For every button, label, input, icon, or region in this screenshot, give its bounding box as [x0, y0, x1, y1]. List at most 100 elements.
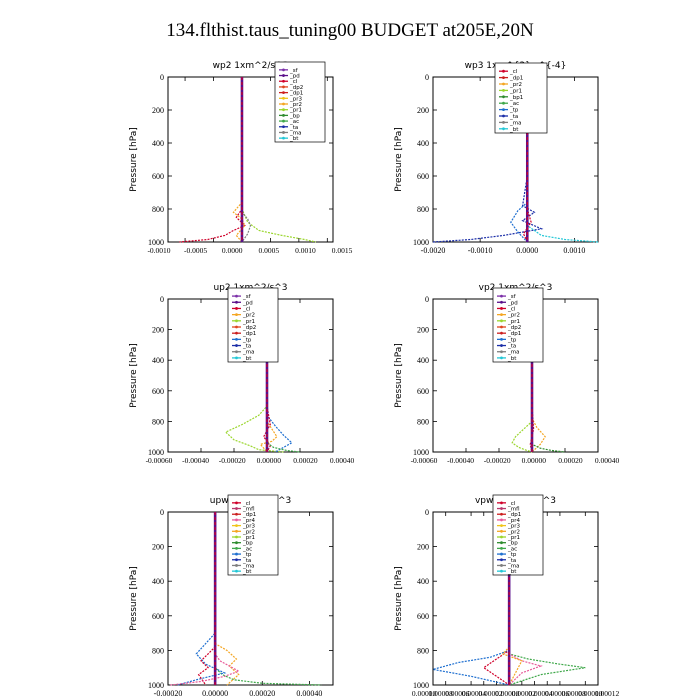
x-tick-label: 0.00002	[478, 689, 503, 698]
x-tick-label: 0.00008	[428, 689, 453, 698]
x-tick-label: 0.0010	[295, 246, 316, 255]
legend-marker	[502, 127, 505, 131]
legend-marker	[500, 529, 503, 533]
x-tick-label: 0.0015	[332, 246, 353, 255]
legend-label: _dp1	[242, 331, 256, 337]
legend-marker	[500, 300, 503, 304]
legend-label: _ta	[507, 558, 516, 564]
legend-label: _cl	[242, 306, 251, 312]
y-axis-label: Pressure [hPa]	[394, 127, 404, 192]
series-line	[170, 512, 241, 686]
y-axis-label: Pressure [hPa]	[394, 343, 404, 408]
legend-marker	[235, 325, 238, 329]
x-tick-label: 0.00020	[293, 456, 318, 465]
series-line	[511, 299, 533, 453]
legend-marker	[500, 535, 503, 539]
y-tick-label: 600	[152, 172, 164, 181]
legend-label: _dp1	[242, 512, 256, 518]
y-tick-label: 200	[152, 543, 164, 552]
legend-marker	[500, 507, 503, 510]
legend-marker	[235, 319, 238, 323]
legend-label: _bp	[289, 113, 300, 119]
x-tick-label: 0.0000	[516, 246, 538, 255]
legend-label: _ma	[509, 120, 521, 126]
legend-label: _ac	[509, 101, 519, 107]
legend-marker	[500, 512, 503, 516]
y-tick-label: 200	[152, 106, 164, 115]
legend-label: _ma	[242, 350, 254, 356]
legend-marker	[235, 331, 238, 335]
legend-marker	[282, 68, 285, 72]
x-tick-label: 0.00006	[445, 689, 470, 698]
legend-marker	[500, 524, 503, 528]
legend-label: _tp	[242, 337, 252, 343]
legend-label: _pr2	[507, 313, 520, 319]
x-tick-label: 0.00040	[296, 689, 322, 698]
legend-marker	[500, 337, 503, 341]
panel-title: wp2 1xm^2/s^3	[213, 61, 289, 71]
y-tick-label: 1000	[148, 681, 164, 690]
legend-label: _sf	[507, 294, 517, 300]
x-tick-label: 0.00010	[578, 689, 603, 698]
legend-marker	[235, 558, 238, 562]
legend-label: _pr2	[242, 529, 255, 535]
y-tick-label: 600	[417, 387, 429, 396]
legend-label: _dp2	[242, 325, 256, 331]
legend-label: _bt	[509, 127, 519, 133]
legend-marker	[282, 102, 285, 106]
x-tick-label: 0.00004	[528, 689, 553, 698]
legend-marker	[500, 518, 503, 522]
legend-marker	[235, 356, 238, 360]
series-line	[241, 77, 252, 243]
legend-label: _sf	[289, 68, 299, 74]
legend-marker	[282, 85, 285, 89]
legend-label: _ma	[242, 563, 254, 569]
legend-marker	[282, 113, 285, 117]
legend-marker	[235, 344, 238, 347]
y-tick-label: 0	[160, 508, 164, 517]
legend-label: _pr1	[289, 108, 302, 114]
legend-label: _pr4	[507, 518, 521, 524]
y-tick-label: 200	[417, 106, 429, 115]
legend-marker	[235, 546, 238, 550]
legend-label: _tp	[507, 337, 517, 343]
legend-label: _pr3	[507, 524, 521, 530]
y-tick-label: 800	[152, 205, 164, 214]
chart-panel-wp3: wp3 1xm^{3} s^{-4}Pressure [hPa]02004006…	[394, 61, 599, 255]
x-tick-label: -0.00060	[411, 456, 438, 465]
legend-marker	[502, 82, 505, 86]
series-line	[510, 77, 528, 243]
legend-marker	[235, 564, 238, 567]
legend-marker	[282, 91, 285, 95]
y-tick-label: 1000	[148, 448, 164, 457]
legend-marker	[502, 95, 505, 99]
y-tick-label: 1000	[148, 238, 164, 247]
legend-marker	[235, 313, 238, 317]
y-tick-label: 1000	[413, 681, 429, 690]
legend-marker	[282, 125, 285, 129]
y-tick-label: 600	[152, 387, 164, 396]
x-tick-label: 0.00006	[545, 689, 570, 698]
legend-marker	[235, 300, 238, 304]
x-tick-label: -0.0020	[421, 246, 446, 255]
x-tick-label: -0.00040	[182, 456, 209, 465]
legend-marker	[502, 108, 505, 111]
legend-label: _tp	[507, 552, 517, 558]
legend-label: _ta	[289, 125, 298, 131]
legend-label: _pd	[507, 300, 518, 306]
legend-marker	[282, 119, 285, 123]
legend-label: _bp	[507, 541, 518, 547]
legend-label: _pr4	[242, 518, 256, 524]
legend-label: _pr1	[507, 535, 520, 541]
y-tick-label: 800	[417, 417, 429, 426]
legend-marker	[235, 518, 238, 522]
legend-label: _cl	[507, 501, 516, 507]
y-axis-label: Pressure [hPa]	[129, 566, 139, 631]
y-tick-label: 0	[160, 73, 164, 82]
series-line	[197, 512, 216, 686]
series-line	[508, 512, 543, 686]
x-tick-label: 0.00040	[330, 456, 355, 465]
legend-marker	[235, 552, 238, 556]
legend-marker	[235, 524, 238, 528]
legend-marker	[282, 79, 285, 83]
